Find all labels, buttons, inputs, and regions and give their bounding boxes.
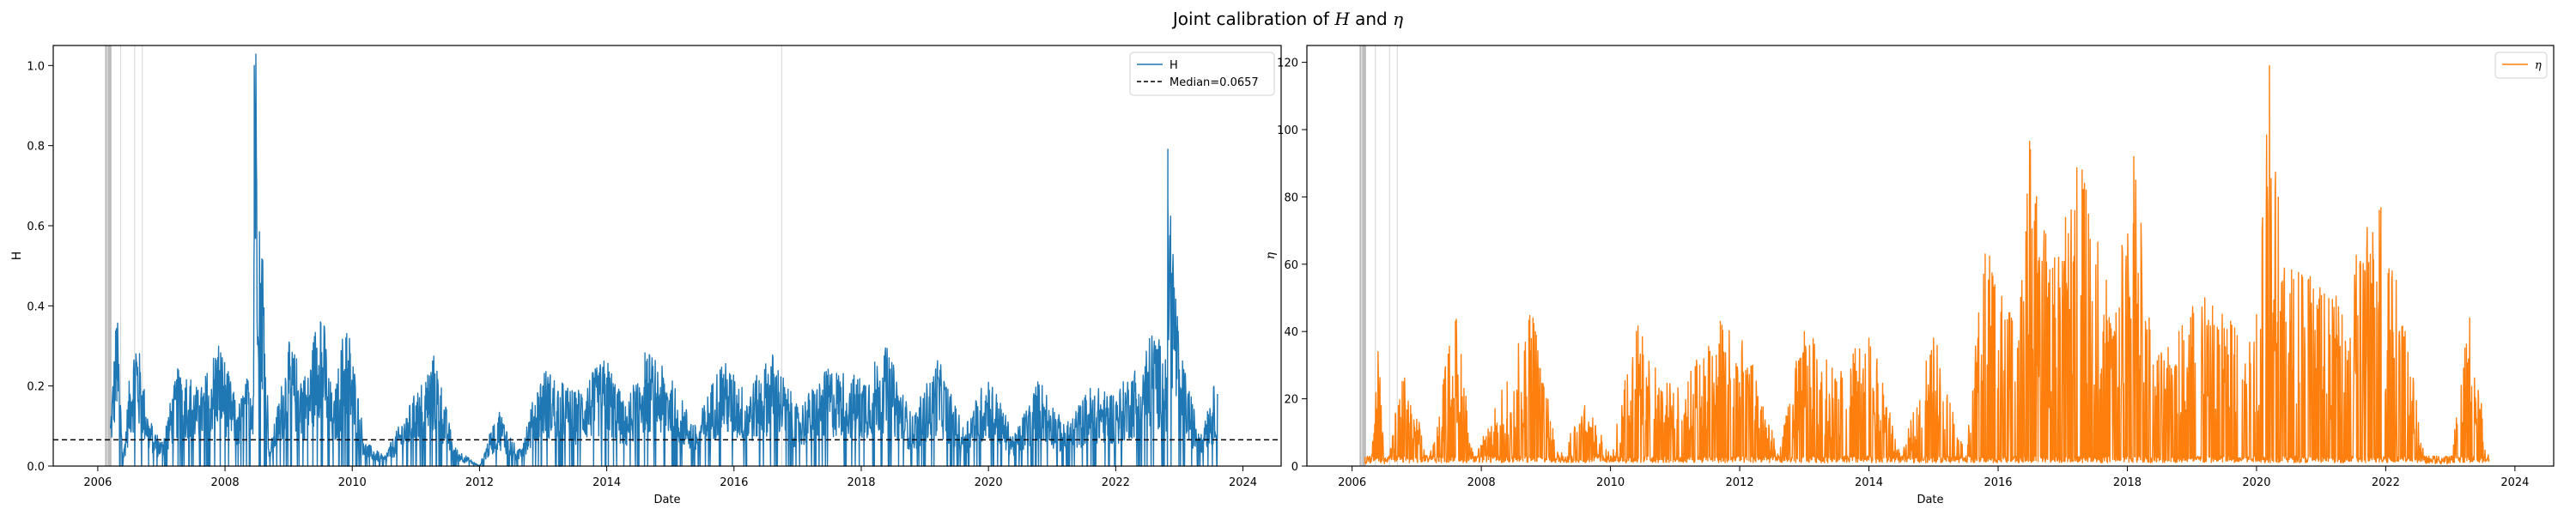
legend-label: H xyxy=(1170,59,1178,72)
y-tick-label: 80 xyxy=(1284,191,1298,204)
y-tick-label: 1.0 xyxy=(27,60,45,73)
x-tick-label: 2018 xyxy=(2113,476,2142,489)
series-line-eta xyxy=(1364,64,2490,465)
y-tick-label: 100 xyxy=(1277,124,1298,137)
x-axis-label: Date xyxy=(1917,494,1943,506)
x-tick-label: 2020 xyxy=(975,476,1003,489)
x-tick-label: 2020 xyxy=(2242,476,2270,489)
legend-label: Median=0.0657 xyxy=(1170,76,1259,89)
x-tick-label: 2018 xyxy=(847,476,875,489)
x-tick-label: 2014 xyxy=(1855,476,1883,489)
x-tick-label: 2010 xyxy=(338,476,367,489)
x-tick-label: 2008 xyxy=(1467,476,1496,489)
plot-frame xyxy=(52,45,1282,467)
y-tick-label: 0.2 xyxy=(27,381,45,394)
y-tick-label: 0 xyxy=(1291,461,1298,474)
y-axis-label: η xyxy=(1264,251,1278,259)
x-tick-label: 2006 xyxy=(1338,476,1366,489)
x-tick-label: 2010 xyxy=(1596,476,1625,489)
x-tick-label: 2008 xyxy=(211,476,240,489)
y-tick-label: 60 xyxy=(1284,259,1298,272)
series-line-h xyxy=(109,53,1218,467)
x-tick-label: 2016 xyxy=(720,476,748,489)
legend-box xyxy=(1129,52,1275,96)
figure-title: Joint calibration of H and η xyxy=(1172,9,1404,29)
x-tick-label: 2014 xyxy=(592,476,621,489)
x-tick-label: 2024 xyxy=(1229,476,1257,489)
x-tick-label: 2016 xyxy=(1984,476,2012,489)
y-tick-label: 20 xyxy=(1284,394,1298,407)
plot-frame xyxy=(1306,45,2555,467)
x-tick-label: 2022 xyxy=(2372,476,2400,489)
x-tick-label: 2024 xyxy=(2500,476,2529,489)
x-tick-label: 2006 xyxy=(83,476,112,489)
y-tick-label: 0.4 xyxy=(27,300,45,313)
y-tick-label: 40 xyxy=(1284,326,1298,339)
y-tick-label: 120 xyxy=(1277,58,1298,70)
y-tick-label: 0.6 xyxy=(27,221,45,233)
y-tick-label: 0.0 xyxy=(27,461,45,474)
x-tick-label: 2012 xyxy=(1726,476,1754,489)
x-tick-label: 2012 xyxy=(465,476,494,489)
legend-label: η xyxy=(2535,59,2542,72)
y-axis-label: H xyxy=(10,251,24,261)
x-axis-label: Date xyxy=(653,494,680,506)
x-tick-label: 2022 xyxy=(1102,476,1130,489)
legend-box xyxy=(2494,52,2548,79)
y-tick-label: 0.8 xyxy=(27,141,45,154)
